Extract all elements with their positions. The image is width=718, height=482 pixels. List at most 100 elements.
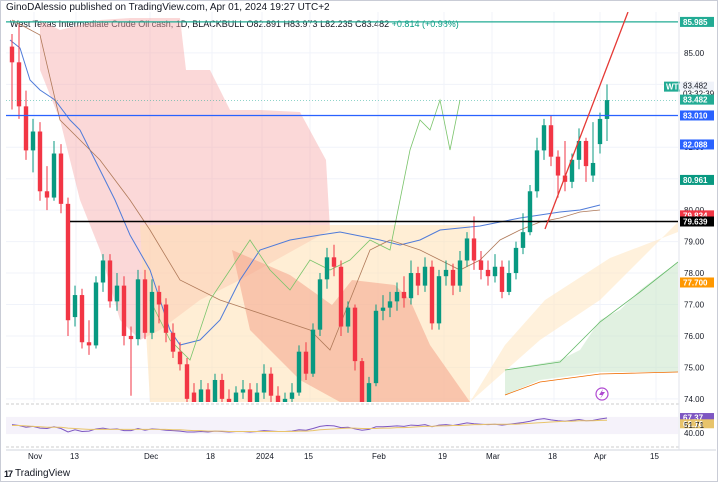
x-tick-label: 19 [438, 452, 447, 461]
candle-body [352, 307, 358, 362]
level-tag [680, 277, 714, 288]
candle-body [415, 273, 421, 286]
candle-body [170, 332, 176, 352]
level-tag-label: 85.985 [683, 18, 708, 27]
tradingview-footer: 17 TradingView [4, 468, 70, 479]
level-tag-label: 83.482 [683, 96, 708, 105]
candle-body [289, 392, 295, 399]
candle-body [485, 269, 491, 277]
candle-body [394, 291, 400, 302]
price-pane [6, 12, 678, 402]
candle-body [401, 291, 407, 299]
x-tick-label: 18 [548, 452, 557, 461]
level-tag [680, 139, 714, 150]
candle-body [583, 140, 589, 167]
price-tag-box [680, 81, 714, 91]
ichimoku-cloud-bullish [505, 262, 678, 395]
level-tag [680, 94, 714, 105]
candle-body [310, 329, 316, 374]
candle-body [156, 291, 162, 305]
x-tick-label: 2024 [256, 452, 274, 461]
rsi-value-label: 62.16 [683, 420, 704, 429]
level-tag [680, 210, 714, 221]
candle-body [177, 351, 183, 365]
candle-body [373, 310, 379, 384]
candle-body [569, 159, 575, 182]
x-tick-label: Feb [372, 452, 386, 461]
tradingview-logo-icon: 17 [4, 468, 13, 479]
candle-body [604, 100, 610, 119]
candle-body [51, 153, 57, 198]
candle-body [37, 131, 43, 192]
candle-body [464, 238, 470, 261]
candle-body [142, 279, 148, 333]
candle-body [471, 238, 477, 261]
rising-wedge-zone [470, 222, 678, 402]
candle-body [79, 295, 85, 343]
candle-body [436, 276, 442, 324]
rsi-value-tag [680, 413, 714, 423]
candle-body [247, 389, 253, 402]
x-tick-label: Dec [144, 452, 158, 461]
candle-body [380, 307, 386, 311]
countdown-label: 03:32:39 [683, 90, 715, 99]
candle-body [275, 395, 281, 402]
candle-body [562, 175, 568, 182]
candle-body [527, 191, 533, 233]
y-tick-label: 75.00 [684, 363, 705, 372]
candle-body [408, 273, 414, 299]
price-change: +0.814 (+0.98%) [391, 19, 459, 29]
candle-body [282, 398, 288, 402]
candle-body [261, 373, 267, 393]
tenkan-line [9, 39, 601, 346]
candle-body [387, 301, 393, 308]
candle-body [450, 269, 456, 286]
candle-body [296, 351, 302, 393]
candle-body [58, 153, 64, 204]
candle-body [303, 351, 309, 374]
candle-body [121, 285, 127, 336]
level-tag-label: 80.961 [683, 176, 708, 185]
candle-body [534, 150, 540, 192]
symbol-legend: West Texas Intermediate Crude Oil cash, … [10, 19, 459, 29]
candle-body [590, 162, 596, 176]
x-tick-label: 15 [650, 452, 659, 461]
y-tick-label: 78.00 [684, 269, 705, 278]
candle-body [366, 383, 372, 402]
candle-body [457, 260, 463, 286]
symbol-tag-label: WTI [666, 83, 681, 92]
level-tag [680, 174, 714, 185]
candle-body [86, 342, 92, 346]
candle-body [107, 260, 113, 302]
level-tag [680, 110, 714, 121]
candle-body [492, 266, 498, 277]
y-tick-label: 77.00 [684, 301, 705, 310]
candle-body [597, 118, 603, 145]
trend-line [544, 12, 629, 230]
rsi-value-label: 67.37 [683, 414, 704, 423]
level-tag-label: 82.088 [683, 140, 708, 149]
x-tick-label: Apr [594, 452, 607, 461]
chikou-line [149, 98, 461, 361]
candle-body [128, 335, 134, 340]
ohlc-open: O82.891 [246, 19, 281, 29]
level-tag-label: 77.700 [683, 278, 708, 287]
rsi-signal-line [12, 419, 608, 433]
candle-body [324, 257, 330, 280]
lightning-icon [595, 387, 609, 401]
candle-body [268, 373, 274, 396]
candle-body [184, 364, 190, 399]
candle-body [9, 46, 15, 63]
candle-body [149, 291, 155, 333]
price-tag-label: 83.482 [683, 82, 708, 91]
candle-body [226, 398, 232, 402]
x-tick-label: Mar [486, 452, 500, 461]
candle-body [100, 260, 106, 283]
candle-body [513, 247, 519, 274]
candle-body [548, 125, 554, 157]
candle-body [30, 131, 36, 151]
ohlc-low: L82.235 [320, 19, 353, 29]
tradingview-brand: TradingView [15, 468, 71, 479]
candle-body [317, 279, 323, 330]
